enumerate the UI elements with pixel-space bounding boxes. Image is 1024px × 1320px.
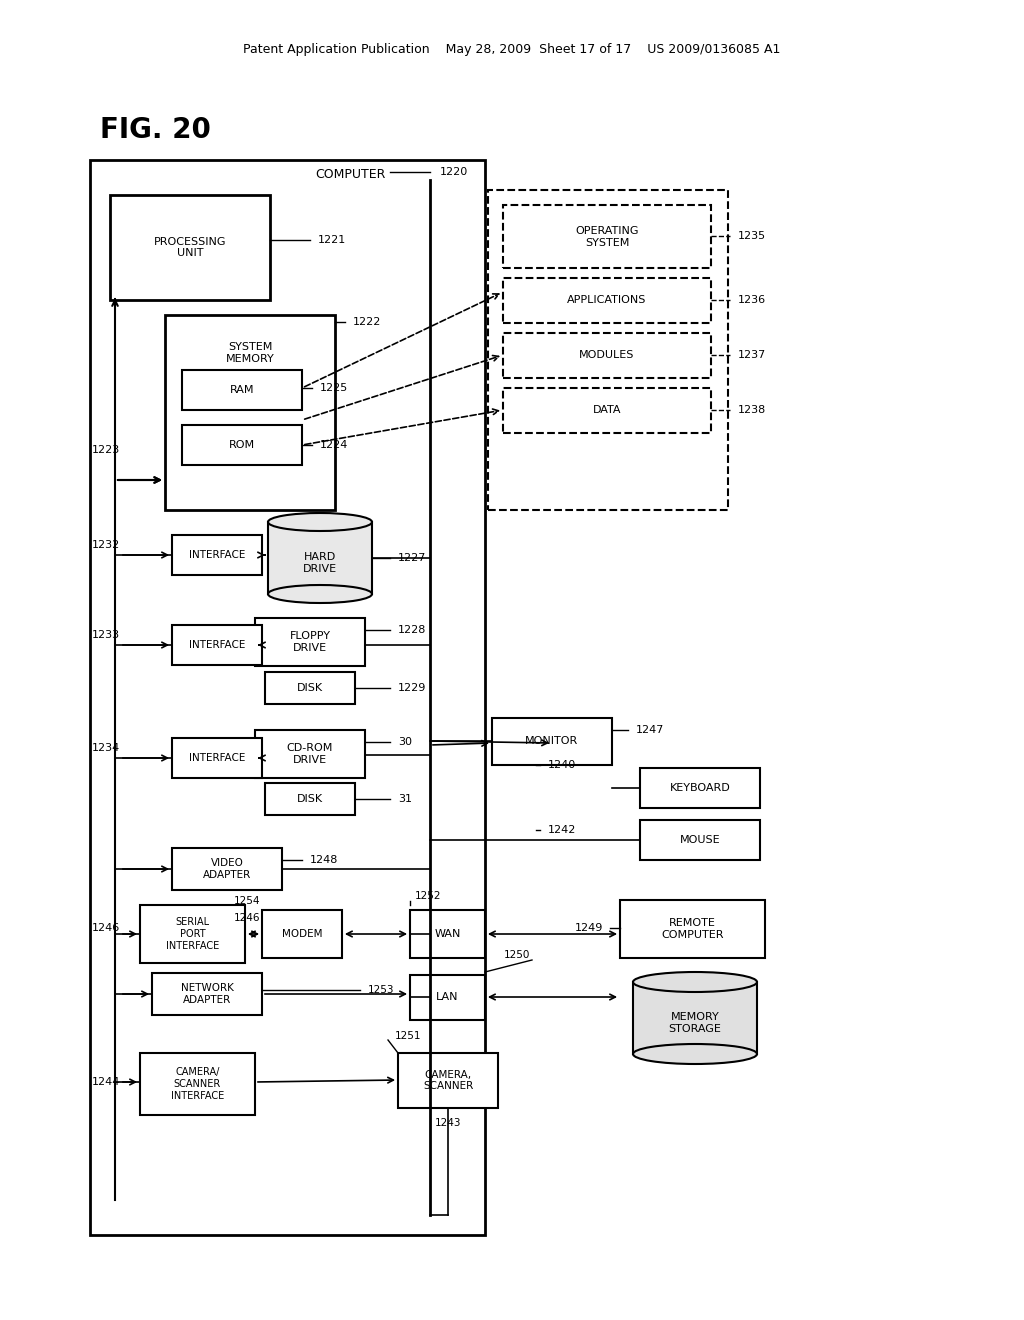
Bar [503, 388, 711, 433]
Bar [640, 768, 760, 808]
Text: 1244: 1244 [92, 1077, 121, 1086]
Bar [140, 906, 245, 964]
Bar [633, 982, 757, 1053]
Text: DISK: DISK [297, 795, 323, 804]
Text: HARD
DRIVE: HARD DRIVE [303, 552, 337, 574]
Text: OPERATING
SYSTEM: OPERATING SYSTEM [575, 226, 639, 248]
Text: 1238: 1238 [738, 405, 766, 414]
Text: 1250: 1250 [504, 950, 530, 960]
Text: KEYBOARD: KEYBOARD [670, 783, 730, 793]
Text: CD-ROM
DRIVE: CD-ROM DRIVE [287, 743, 333, 764]
Bar [503, 279, 711, 323]
Text: 1227: 1227 [398, 553, 426, 564]
Bar [410, 909, 485, 958]
Text: 1237: 1237 [738, 350, 766, 360]
Text: WAN: WAN [434, 929, 461, 939]
Text: ROM: ROM [229, 440, 255, 450]
Bar [172, 624, 262, 665]
Bar [110, 195, 270, 300]
Text: 31: 31 [398, 795, 412, 804]
Text: FIG. 20: FIG. 20 [100, 116, 211, 144]
Text: MODEM: MODEM [282, 929, 323, 939]
Bar [398, 1053, 498, 1107]
Bar [172, 847, 282, 890]
Text: 30: 30 [398, 737, 412, 747]
Text: 1232: 1232 [92, 540, 120, 550]
Text: 1253: 1253 [368, 985, 394, 995]
Text: RAM: RAM [229, 385, 254, 395]
Text: APPLICATIONS: APPLICATIONS [567, 294, 647, 305]
Text: DISK: DISK [297, 682, 323, 693]
Bar [262, 909, 342, 958]
Bar [410, 975, 485, 1020]
Text: 1246: 1246 [92, 923, 120, 933]
Text: Patent Application Publication    May 28, 2009  Sheet 17 of 17    US 2009/013608: Patent Application Publication May 28, 2… [244, 44, 780, 57]
Bar [503, 333, 711, 378]
Text: 1225: 1225 [319, 383, 348, 393]
Text: 1222: 1222 [353, 317, 381, 327]
Bar [488, 190, 728, 510]
Text: MODULES: MODULES [580, 350, 635, 360]
Text: 1224: 1224 [319, 440, 348, 450]
Bar [172, 535, 262, 576]
Bar [265, 672, 355, 704]
Text: SYSTEM
MEMORY: SYSTEM MEMORY [225, 342, 274, 364]
Bar [140, 1053, 255, 1115]
Text: 1235: 1235 [738, 231, 766, 242]
Bar [492, 718, 612, 766]
Text: 1223: 1223 [92, 445, 120, 455]
Text: REMOTE
COMPUTER: REMOTE COMPUTER [662, 919, 724, 940]
Bar [255, 618, 365, 667]
Bar [152, 973, 262, 1015]
Text: 1246: 1246 [233, 913, 260, 923]
Text: NETWORK
ADAPTER: NETWORK ADAPTER [180, 983, 233, 1005]
Bar [640, 820, 760, 861]
Text: 1243: 1243 [435, 1118, 461, 1129]
Bar [182, 425, 302, 465]
Bar [255, 730, 365, 777]
Text: CAMERA,
SCANNER: CAMERA, SCANNER [423, 1069, 473, 1092]
Bar [268, 521, 372, 594]
Text: 1234: 1234 [92, 743, 120, 752]
Text: MEMORY
STORAGE: MEMORY STORAGE [669, 1012, 722, 1034]
Text: COMPUTER: COMPUTER [314, 169, 385, 181]
Text: VIDEO
ADAPTER: VIDEO ADAPTER [203, 858, 251, 880]
Text: 1251: 1251 [395, 1031, 422, 1041]
Text: MOUSE: MOUSE [680, 836, 720, 845]
Text: 1252: 1252 [415, 891, 441, 902]
Text: MONITOR: MONITOR [525, 737, 579, 747]
Text: 1249: 1249 [574, 923, 603, 933]
Text: INTERFACE: INTERFACE [188, 752, 245, 763]
Text: INTERFACE: INTERFACE [188, 640, 245, 649]
Text: 1220: 1220 [440, 168, 468, 177]
Ellipse shape [633, 1044, 757, 1064]
Text: INTERFACE: INTERFACE [188, 550, 245, 560]
Text: 1228: 1228 [398, 624, 426, 635]
Bar [165, 315, 335, 510]
Text: LAN: LAN [436, 993, 459, 1002]
Text: FLOPPY
DRIVE: FLOPPY DRIVE [290, 631, 331, 653]
Ellipse shape [268, 513, 372, 531]
Text: 1233: 1233 [92, 630, 120, 640]
Ellipse shape [268, 585, 372, 603]
Text: 1229: 1229 [398, 682, 426, 693]
Text: 1242: 1242 [548, 825, 577, 836]
Text: 1254: 1254 [233, 896, 260, 906]
Bar [172, 738, 262, 777]
Text: 1247: 1247 [636, 725, 665, 735]
Text: 1221: 1221 [318, 235, 346, 246]
Text: 1248: 1248 [310, 855, 338, 865]
Bar [620, 900, 765, 958]
Text: CAMERA/
SCANNER
INTERFACE: CAMERA/ SCANNER INTERFACE [171, 1068, 224, 1101]
Ellipse shape [633, 972, 757, 993]
Text: 1240: 1240 [548, 760, 577, 770]
Text: PROCESSING
UNIT: PROCESSING UNIT [154, 236, 226, 259]
Text: DATA: DATA [593, 405, 622, 414]
Bar [182, 370, 302, 411]
Bar [503, 205, 711, 268]
Bar [90, 160, 485, 1236]
Text: SERIAL
PORT
INTERFACE: SERIAL PORT INTERFACE [166, 917, 219, 950]
Text: 1236: 1236 [738, 294, 766, 305]
Bar [265, 783, 355, 814]
